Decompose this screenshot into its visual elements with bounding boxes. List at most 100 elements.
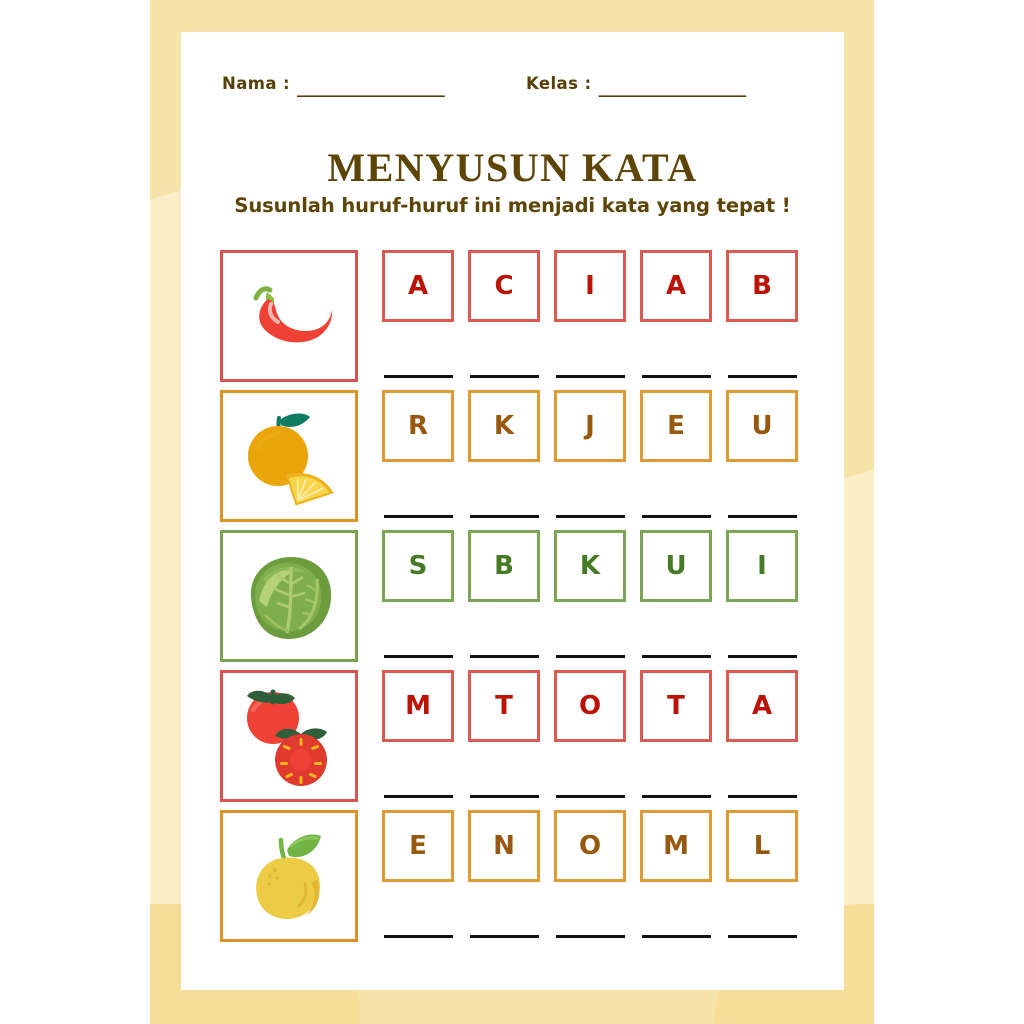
student-info-row: Nama : ___________________ Kelas : _____… xyxy=(181,74,844,108)
letter-tile[interactable]: U xyxy=(726,390,798,462)
letter-tile[interactable]: E xyxy=(640,390,712,462)
letter-cell: T xyxy=(468,670,540,798)
letter-cell: U xyxy=(640,530,712,658)
letter-cell: C xyxy=(468,250,540,378)
letter-tile[interactable]: R xyxy=(382,390,454,462)
name-field[interactable]: Nama : ___________________ xyxy=(222,74,445,97)
answer-blank-line[interactable] xyxy=(728,515,797,518)
answer-blank-line[interactable] xyxy=(470,795,539,798)
letter-cell: A xyxy=(640,250,712,378)
letter-cell: R xyxy=(382,390,454,518)
name-label: Nama : xyxy=(222,74,291,93)
answer-blank-line[interactable] xyxy=(728,795,797,798)
letter-cell: M xyxy=(382,670,454,798)
letter-cell: E xyxy=(640,390,712,518)
letter-tile[interactable]: A xyxy=(726,670,798,742)
page-title: MENYUSUN KATA xyxy=(327,145,698,190)
class-label: Kelas : xyxy=(526,74,592,93)
letter-tile[interactable]: M xyxy=(382,670,454,742)
worksheet-paper: Nama : ___________________ Kelas : _____… xyxy=(181,32,844,990)
class-field[interactable]: Kelas : ___________________ xyxy=(526,74,746,97)
letter-tile[interactable]: T xyxy=(468,670,540,742)
letter-cell: U xyxy=(726,390,798,518)
letter-tile[interactable]: I xyxy=(726,530,798,602)
letter-cell: J xyxy=(554,390,626,518)
letter-tile[interactable]: E xyxy=(382,810,454,882)
answer-blank-line[interactable] xyxy=(642,795,711,798)
letter-tile[interactable]: K xyxy=(554,530,626,602)
answer-blank-line[interactable] xyxy=(470,375,539,378)
letter-tile[interactable]: C xyxy=(468,250,540,322)
letter-tile[interactable]: O xyxy=(554,810,626,882)
answer-blank-line[interactable] xyxy=(728,375,797,378)
letter-tile[interactable]: M xyxy=(640,810,712,882)
letter-tile[interactable]: J xyxy=(554,390,626,462)
answer-blank-line[interactable] xyxy=(556,375,625,378)
letter-tile[interactable]: K xyxy=(468,390,540,462)
answer-blank-line[interactable] xyxy=(384,375,453,378)
letter-cell: O xyxy=(554,670,626,798)
answer-blank-line[interactable] xyxy=(556,655,625,658)
letter-cell: N xyxy=(468,810,540,938)
letter-cell: B xyxy=(726,250,798,378)
answer-blank-line[interactable] xyxy=(728,935,797,938)
answer-blank-line[interactable] xyxy=(556,515,625,518)
class-write-line[interactable]: ___________________ xyxy=(598,78,746,97)
orange-fruit-icon xyxy=(220,390,358,522)
letter-cell: A xyxy=(726,670,798,798)
letter-cell: T xyxy=(640,670,712,798)
page-subtitle: Susunlah huruf-huruf ini menjadi kata ya… xyxy=(234,194,791,217)
answer-blank-line[interactable] xyxy=(384,655,453,658)
answer-blank-line[interactable] xyxy=(556,795,625,798)
answer-blank-line[interactable] xyxy=(642,375,711,378)
letter-cell: I xyxy=(726,530,798,658)
answer-blank-line[interactable] xyxy=(384,935,453,938)
answer-blank-line[interactable] xyxy=(384,515,453,518)
answer-blank-line[interactable] xyxy=(642,515,711,518)
letter-cell: O xyxy=(554,810,626,938)
answer-blank-line[interactable] xyxy=(384,795,453,798)
letter-tile[interactable]: I xyxy=(554,250,626,322)
answer-blank-line[interactable] xyxy=(470,935,539,938)
answer-blank-line[interactable] xyxy=(642,935,711,938)
letter-cell: I xyxy=(554,250,626,378)
answer-blank-line[interactable] xyxy=(470,515,539,518)
letter-tile[interactable]: A xyxy=(640,250,712,322)
letter-tile[interactable]: T xyxy=(640,670,712,742)
letter-tile[interactable]: A xyxy=(382,250,454,322)
cabbage-icon xyxy=(220,530,358,662)
letter-tile[interactable]: O xyxy=(554,670,626,742)
answer-blank-line[interactable] xyxy=(728,655,797,658)
letter-cell: M xyxy=(640,810,712,938)
answer-blank-line[interactable] xyxy=(470,655,539,658)
letter-cell: E xyxy=(382,810,454,938)
lemon-icon xyxy=(220,810,358,942)
letter-tile[interactable]: L xyxy=(726,810,798,882)
letter-tile[interactable]: S xyxy=(382,530,454,602)
letter-cell: K xyxy=(468,390,540,518)
answer-blank-line[interactable] xyxy=(556,935,625,938)
letter-cell: K xyxy=(554,530,626,658)
letter-cell: S xyxy=(382,530,454,658)
letter-tile[interactable]: B xyxy=(468,530,540,602)
tomato-icon xyxy=(220,670,358,802)
chili-pepper-icon xyxy=(220,250,358,382)
letter-cell: B xyxy=(468,530,540,658)
name-write-line[interactable]: ___________________ xyxy=(297,78,445,97)
letter-tile[interactable]: B xyxy=(726,250,798,322)
answer-blank-line[interactable] xyxy=(642,655,711,658)
letter-tile[interactable]: U xyxy=(640,530,712,602)
letter-tile[interactable]: N xyxy=(468,810,540,882)
